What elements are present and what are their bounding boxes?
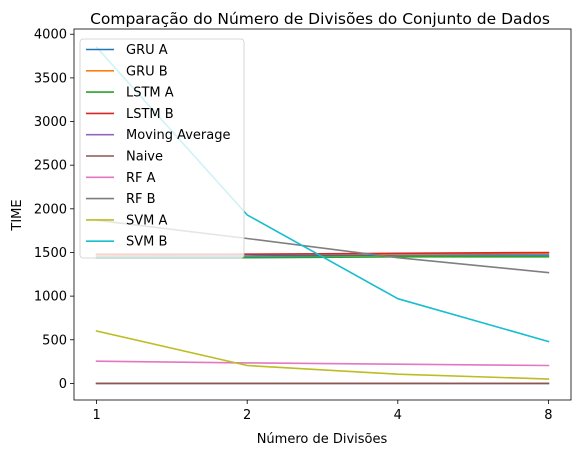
y-tick-label: 2500 (34, 159, 67, 174)
y-tick-label: 4000 (34, 28, 67, 43)
x-tick-label: 8 (544, 408, 552, 423)
y-tick-label: 500 (42, 333, 67, 348)
y-tick-label: 3000 (34, 115, 67, 130)
legend-box (79, 38, 245, 259)
legend-label: Moving Average (126, 128, 230, 143)
x-tick-label: 2 (243, 408, 251, 423)
x-tick-label: 1 (92, 408, 100, 423)
legend-label: SVM A (126, 213, 167, 228)
legend-label: Naive (126, 150, 163, 165)
series-line-rf-a (95, 360, 550, 367)
y-tick-label: 0 (59, 377, 67, 392)
legend-label: RF B (126, 192, 156, 207)
x-tick-label: 4 (394, 408, 402, 423)
x-axis: 1 2 4 8 (92, 400, 553, 423)
y-tick-label: 2000 (34, 202, 67, 217)
legend-label: SVM B (126, 235, 167, 250)
y-axis-label: TIME (10, 199, 25, 231)
legend: GRU A GRU B LSTM A LSTM B Moving Average Naiv… (79, 38, 245, 259)
y-axis: 0 500 1000 1500 2000 2500 3000 3500 4000 (34, 28, 74, 392)
legend-label: LSTM A (126, 86, 174, 101)
legend-label: GRU A (126, 43, 168, 58)
series-line-svm-a (95, 330, 550, 380)
legend-label: GRU B (126, 64, 168, 79)
chart-title: Comparação do Número de Divisões do Conj… (90, 10, 550, 28)
legend-label: RF A (126, 171, 156, 186)
legend-label: LSTM B (126, 107, 174, 122)
y-tick-label: 1000 (34, 290, 67, 305)
y-tick-label: 1500 (34, 246, 67, 261)
plot-border (73, 28, 572, 401)
x-axis-label: Número de Divisões (257, 432, 388, 447)
y-tick-label: 3500 (34, 71, 67, 86)
